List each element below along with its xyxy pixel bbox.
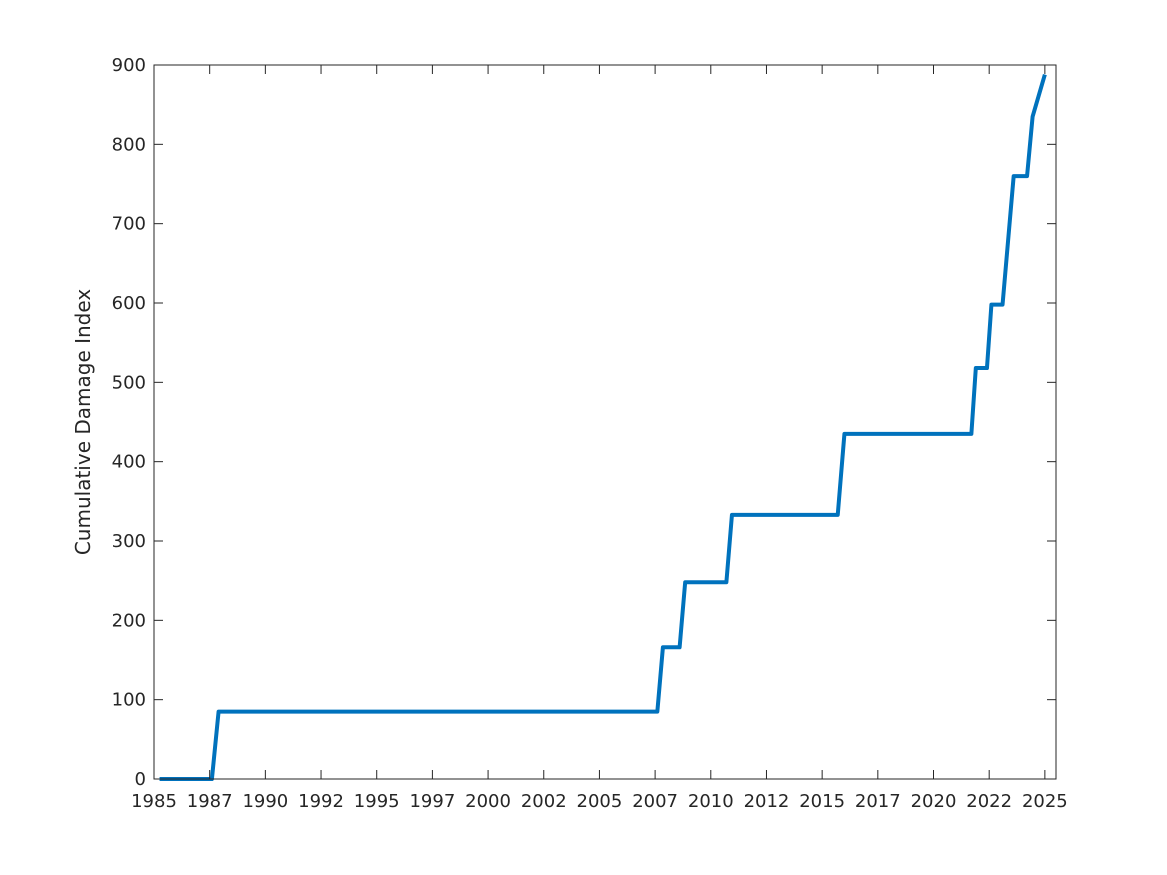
series-line <box>159 73 1047 781</box>
y-tick-label: 700 <box>112 214 146 235</box>
y-tick-label: 800 <box>112 134 146 155</box>
y-tick-label: 900 <box>112 55 146 76</box>
plot-background <box>154 65 1056 779</box>
y-tick-label: 100 <box>112 690 146 711</box>
x-tick-label: 1997 <box>409 791 455 812</box>
x-tick-label: 1987 <box>187 791 233 812</box>
y-tick-label: 400 <box>112 452 146 473</box>
x-tick-label: 1990 <box>242 791 288 812</box>
x-tick-label: 1992 <box>298 791 344 812</box>
x-tick-label: 2010 <box>688 791 734 812</box>
y-tick-label: 500 <box>112 372 146 393</box>
y-tick-label: 200 <box>112 610 146 631</box>
x-tick-label: 2022 <box>966 791 1012 812</box>
axes-layer <box>153 64 1057 780</box>
y-tick-label: 0 <box>135 769 146 790</box>
y-tick-label: 600 <box>112 293 146 314</box>
x-tick-label: 2007 <box>632 791 678 812</box>
x-tick-label: 2000 <box>465 791 511 812</box>
x-tick-label: 2017 <box>855 791 901 812</box>
x-tick-label: 2002 <box>521 791 567 812</box>
x-tick-label: 2015 <box>799 791 845 812</box>
ticks-layer: 1985 1987 1990 1992 1995 1997 2000 2002 2005 2007… <box>112 55 1068 812</box>
y-axis-label: Cumulative Damage Index <box>71 289 95 555</box>
series-layer <box>159 73 1047 781</box>
axes-box <box>153 64 1057 780</box>
x-tick-label: 2025 <box>1022 791 1068 812</box>
y-tick-label: 300 <box>112 531 146 552</box>
x-tick-label: 2012 <box>744 791 790 812</box>
x-tick-label: 1995 <box>354 791 400 812</box>
x-tick-label: 2020 <box>911 791 957 812</box>
x-tick-label: 2005 <box>577 791 623 812</box>
x-tick-label: 1985 <box>131 791 177 812</box>
